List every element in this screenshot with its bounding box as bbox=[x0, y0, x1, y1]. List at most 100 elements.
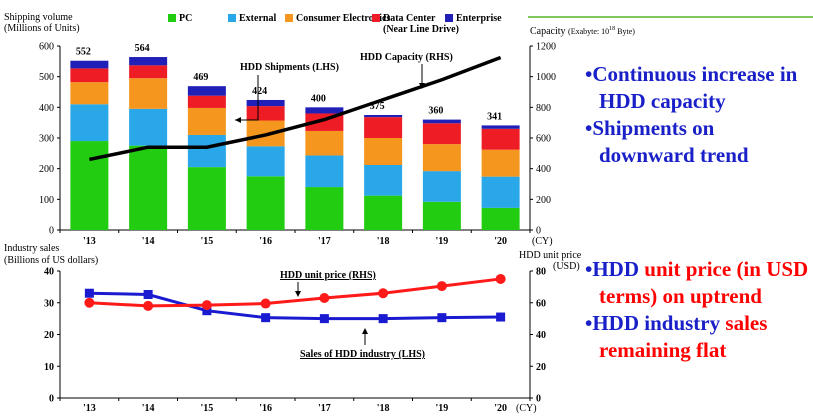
bottom-x-label-3: '16 bbox=[259, 403, 272, 414]
bottom-marker-1-0 bbox=[84, 297, 95, 308]
bottom-left-tick-0: 0 bbox=[49, 394, 54, 405]
annotation-capacity-arrowhead bbox=[419, 83, 425, 89]
legend-label-3: Data Center bbox=[383, 13, 436, 24]
annotation-capacity: HDD Capacity (RHS) bbox=[360, 52, 453, 63]
bullet-industry-sales-a: •HDD industry bbox=[585, 311, 726, 335]
legend-swatch-2 bbox=[285, 14, 293, 22]
bar-total-4: 400 bbox=[311, 93, 326, 104]
bottom-marker-1-5 bbox=[378, 288, 389, 299]
bar-4-4 bbox=[305, 107, 344, 114]
bottom-marker-1-2 bbox=[201, 300, 212, 311]
bar-4-0 bbox=[305, 187, 344, 230]
bar-6-4 bbox=[422, 119, 461, 124]
annotation-sales: Sales of HDD industry (LHS) bbox=[300, 349, 425, 360]
bottom-x-label-6: '19 bbox=[435, 403, 448, 414]
bottom-right-tick-3: 60 bbox=[536, 298, 546, 309]
top-x-unit: (CY) bbox=[532, 236, 553, 247]
bar-5-0 bbox=[364, 195, 403, 230]
bottom-x-unit: (CY) bbox=[516, 403, 537, 414]
bullet-industry-sales-b: sales remaining flat bbox=[599, 311, 768, 362]
bottom-marker-0-7 bbox=[496, 312, 506, 322]
top-right-tick-0: 0 bbox=[536, 226, 541, 237]
bottom-marker-1-4 bbox=[319, 292, 330, 303]
bar-6-1 bbox=[422, 171, 461, 202]
bottom-x-label-5: '18 bbox=[377, 403, 390, 414]
top-x-label-0: '13 bbox=[83, 236, 96, 247]
annotation-shipments: HDD Shipments (LHS) bbox=[240, 62, 339, 73]
bullets-bottom: •HDD unit price (in USD terms) on uptren… bbox=[585, 256, 813, 364]
bottom-left-tick-2: 20 bbox=[44, 330, 54, 341]
top-left-tick-4: 400 bbox=[39, 103, 54, 114]
top-right-tick-3: 600 bbox=[536, 134, 551, 145]
bar-4-1 bbox=[305, 155, 344, 188]
bar-0-3 bbox=[70, 68, 109, 83]
legend-label-0: PC bbox=[179, 13, 192, 24]
bottom-x-label-1: '14 bbox=[142, 403, 155, 414]
bar-total-0: 552 bbox=[76, 47, 91, 58]
bottom-marker-1-6 bbox=[436, 281, 447, 292]
bar-1-1 bbox=[129, 108, 168, 146]
capacity-line bbox=[89, 55, 502, 162]
bar-7-1 bbox=[481, 176, 520, 208]
bar-6-2 bbox=[422, 144, 461, 172]
bar-6-0 bbox=[422, 201, 461, 230]
top-right-tick-5: 1000 bbox=[536, 72, 556, 83]
legend-sublabel-3: (Near Line Drive) bbox=[383, 24, 459, 35]
bar-total-1: 564 bbox=[135, 43, 150, 54]
bottom-marker-0-2 bbox=[202, 306, 212, 316]
bar-5-1 bbox=[364, 164, 403, 196]
top-right-tick-2: 400 bbox=[536, 164, 551, 175]
bottom-right-tick-4: 80 bbox=[536, 267, 546, 278]
bottom-marker-0-5 bbox=[378, 314, 388, 324]
annotation-unit-price-arrowhead bbox=[295, 291, 301, 297]
top-left-tick-2: 200 bbox=[39, 164, 54, 175]
top-ylabel-left-2: (Millions of Units) bbox=[4, 23, 80, 34]
bar-total-3: 424 bbox=[252, 86, 267, 97]
top-x-label-5: '18 bbox=[377, 236, 390, 247]
legend-label-1: External bbox=[239, 13, 276, 24]
bottom-marker-0-4 bbox=[319, 314, 329, 324]
top-ylabel-right: Capacity (Exabyte: 1018 Byte) bbox=[530, 26, 635, 37]
bottom-ylabel-left-1: Industry sales bbox=[4, 243, 59, 254]
annotation-sales-arrowhead bbox=[362, 328, 368, 334]
bottom-line-1 bbox=[89, 277, 501, 308]
top-x-label-1: '14 bbox=[142, 236, 155, 247]
bullets-top: •Continuous increase in HDD capacity •Sh… bbox=[585, 61, 810, 169]
top-right-tick-6: 1200 bbox=[536, 42, 556, 53]
top-x-label-4: '17 bbox=[318, 236, 331, 247]
bottom-line-0 bbox=[89, 291, 501, 321]
bullet-shipments: •Shipments on downward trend bbox=[585, 116, 749, 167]
top-right-tick-1: 200 bbox=[536, 195, 551, 206]
bullet-capacity: •Continuous increase in HDD capacity bbox=[585, 62, 798, 113]
bar-3-1 bbox=[246, 146, 285, 177]
bottom-marker-0-1 bbox=[143, 289, 153, 299]
bar-2-4 bbox=[187, 86, 226, 96]
bar-5-4 bbox=[364, 115, 403, 118]
bottom-left-tick-3: 30 bbox=[44, 298, 54, 309]
legend-swatch-1 bbox=[228, 14, 236, 22]
bottom-ylabel-right-1: HDD unit price bbox=[519, 250, 582, 261]
top-left-tick-0: 0 bbox=[49, 226, 54, 237]
top-ylabel-left-1: Shipping volume bbox=[4, 12, 73, 23]
bottom-marker-0-3 bbox=[261, 313, 271, 323]
bottom-marker-0-0 bbox=[84, 288, 94, 298]
bottom-x-label-7: '20 bbox=[494, 403, 507, 414]
header-divider bbox=[528, 16, 813, 18]
top-left-tick-5: 500 bbox=[39, 72, 54, 83]
bar-total-6: 360 bbox=[428, 106, 443, 117]
bottom-ylabel-right-2: (USD) bbox=[553, 261, 580, 272]
bar-7-4 bbox=[481, 125, 520, 129]
legend-swatch-0 bbox=[168, 14, 176, 22]
top-right-tick-4: 800 bbox=[536, 103, 551, 114]
bottom-marker-0-6 bbox=[437, 313, 447, 323]
legend-label-2: Consumer Electronics bbox=[296, 13, 390, 24]
bar-7-3 bbox=[481, 128, 520, 150]
bar-3-0 bbox=[246, 176, 285, 230]
bar-total-5: 375 bbox=[370, 101, 385, 112]
bar-7-2 bbox=[481, 149, 520, 177]
bottom-x-label-0: '13 bbox=[83, 403, 96, 414]
bar-1-4 bbox=[129, 57, 168, 66]
bar-6-3 bbox=[422, 123, 461, 145]
top-x-label-2: '15 bbox=[200, 236, 213, 247]
annotation-shipments-arrowhead bbox=[235, 117, 241, 123]
